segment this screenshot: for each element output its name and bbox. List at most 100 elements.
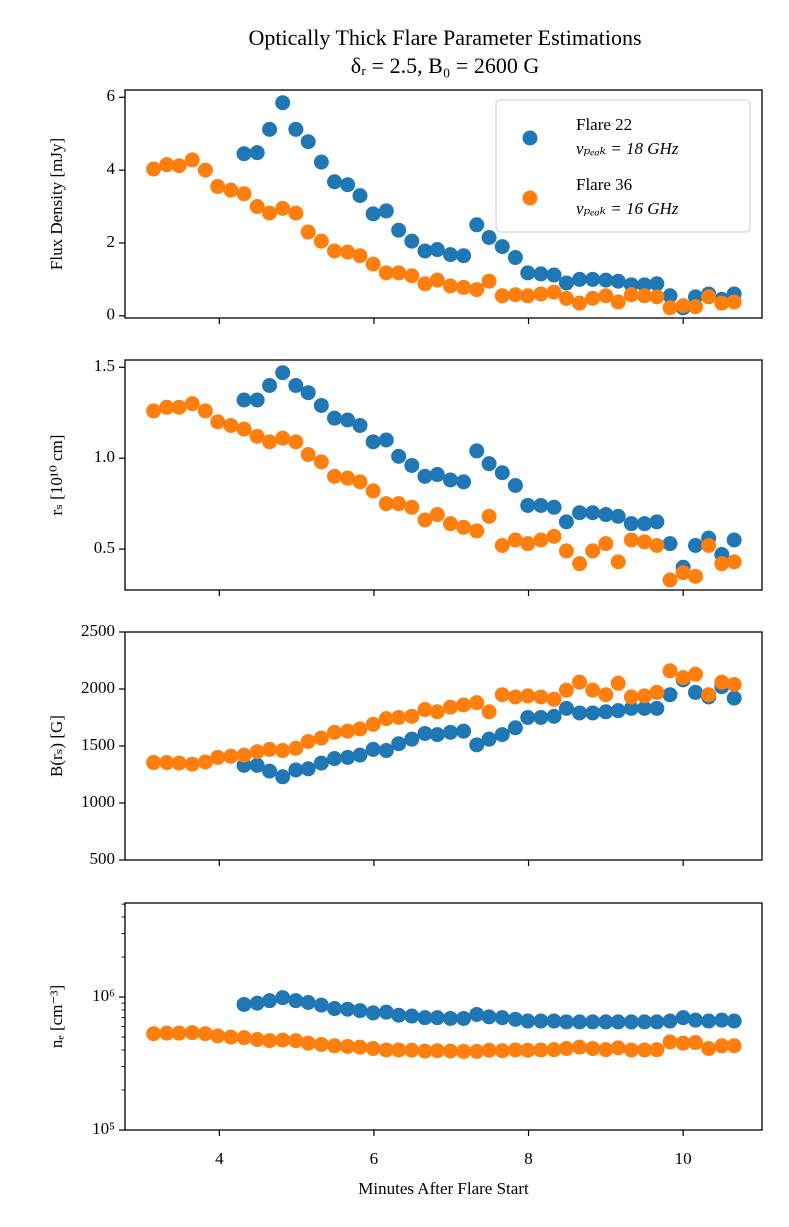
point <box>533 710 549 725</box>
point <box>481 1009 497 1025</box>
point <box>520 710 536 725</box>
point <box>507 720 523 736</box>
point <box>275 1032 291 1048</box>
point <box>326 1038 342 1054</box>
point <box>146 403 162 419</box>
point <box>507 689 523 705</box>
point <box>572 674 588 690</box>
point <box>546 691 562 707</box>
x-axis-label: Minutes After Flare Start <box>358 1179 529 1198</box>
point <box>159 1025 175 1041</box>
point <box>662 1034 678 1050</box>
plot-frame <box>124 89 763 319</box>
point <box>585 290 601 306</box>
point <box>313 755 329 771</box>
point <box>610 1014 626 1030</box>
point <box>404 233 420 249</box>
point <box>249 757 265 773</box>
point <box>288 434 304 450</box>
point <box>288 740 304 756</box>
point <box>481 456 497 472</box>
point <box>365 741 381 757</box>
point <box>236 1030 252 1046</box>
point <box>610 675 626 691</box>
point <box>404 1008 420 1024</box>
point <box>300 385 316 401</box>
point <box>300 995 316 1011</box>
point <box>417 276 433 292</box>
point <box>442 724 458 740</box>
point <box>417 1010 433 1026</box>
point <box>520 688 536 704</box>
y-axis-label: Flux Density [mJy] <box>47 138 66 270</box>
point <box>378 432 394 448</box>
y-tick-label: 500 <box>90 849 116 868</box>
point <box>585 271 601 287</box>
y-tick-label: 2000 <box>81 678 115 697</box>
point <box>456 1010 472 1026</box>
point <box>649 514 665 530</box>
point <box>236 747 252 763</box>
point <box>313 997 329 1013</box>
point <box>558 1014 574 1030</box>
point <box>688 666 704 682</box>
point <box>236 392 252 408</box>
point <box>404 708 420 724</box>
plot-frame <box>124 631 763 861</box>
point <box>326 724 342 740</box>
point <box>701 687 717 703</box>
point <box>313 1036 329 1052</box>
y-tick-label: 0 <box>107 305 116 324</box>
y-tick-label: 1000 <box>81 792 115 811</box>
point <box>313 454 329 470</box>
point <box>675 1035 691 1051</box>
point <box>262 377 278 393</box>
point <box>688 299 704 315</box>
point <box>288 762 304 778</box>
point <box>378 743 394 759</box>
point <box>391 1042 407 1058</box>
point <box>326 751 342 767</box>
point <box>494 727 510 743</box>
point <box>701 289 717 305</box>
point <box>456 474 472 490</box>
point <box>507 1042 523 1058</box>
y-tick-label: 10⁶ <box>92 986 115 1005</box>
point <box>262 741 278 757</box>
point <box>726 554 742 570</box>
point <box>340 470 356 486</box>
point <box>649 276 665 292</box>
point <box>404 731 420 747</box>
point <box>494 1010 510 1026</box>
legend-detail: vₚₑₐₖ = 16 GHz <box>576 199 679 218</box>
point <box>688 1012 704 1028</box>
point <box>326 1001 342 1017</box>
point <box>404 1042 420 1058</box>
point <box>378 203 394 219</box>
point <box>688 568 704 584</box>
point <box>688 537 704 553</box>
point <box>171 399 187 415</box>
point <box>662 1013 678 1029</box>
legend-detail: vₚₑₐₖ = 18 GHz <box>576 139 679 158</box>
point <box>456 248 472 264</box>
legend-marker <box>522 190 538 206</box>
point <box>636 1014 652 1030</box>
point <box>726 1013 742 1029</box>
point <box>623 700 639 716</box>
point <box>469 737 485 753</box>
point <box>649 1014 665 1030</box>
point <box>262 1033 278 1049</box>
point <box>610 273 626 289</box>
point <box>210 179 226 195</box>
point <box>197 1026 213 1042</box>
point <box>417 512 433 528</box>
point <box>649 1042 665 1058</box>
point <box>275 365 291 381</box>
point <box>533 1013 549 1029</box>
point <box>300 733 316 749</box>
point <box>249 145 265 161</box>
point <box>726 690 742 706</box>
y-tick-label: 0.5 <box>94 538 115 557</box>
point <box>223 748 239 764</box>
